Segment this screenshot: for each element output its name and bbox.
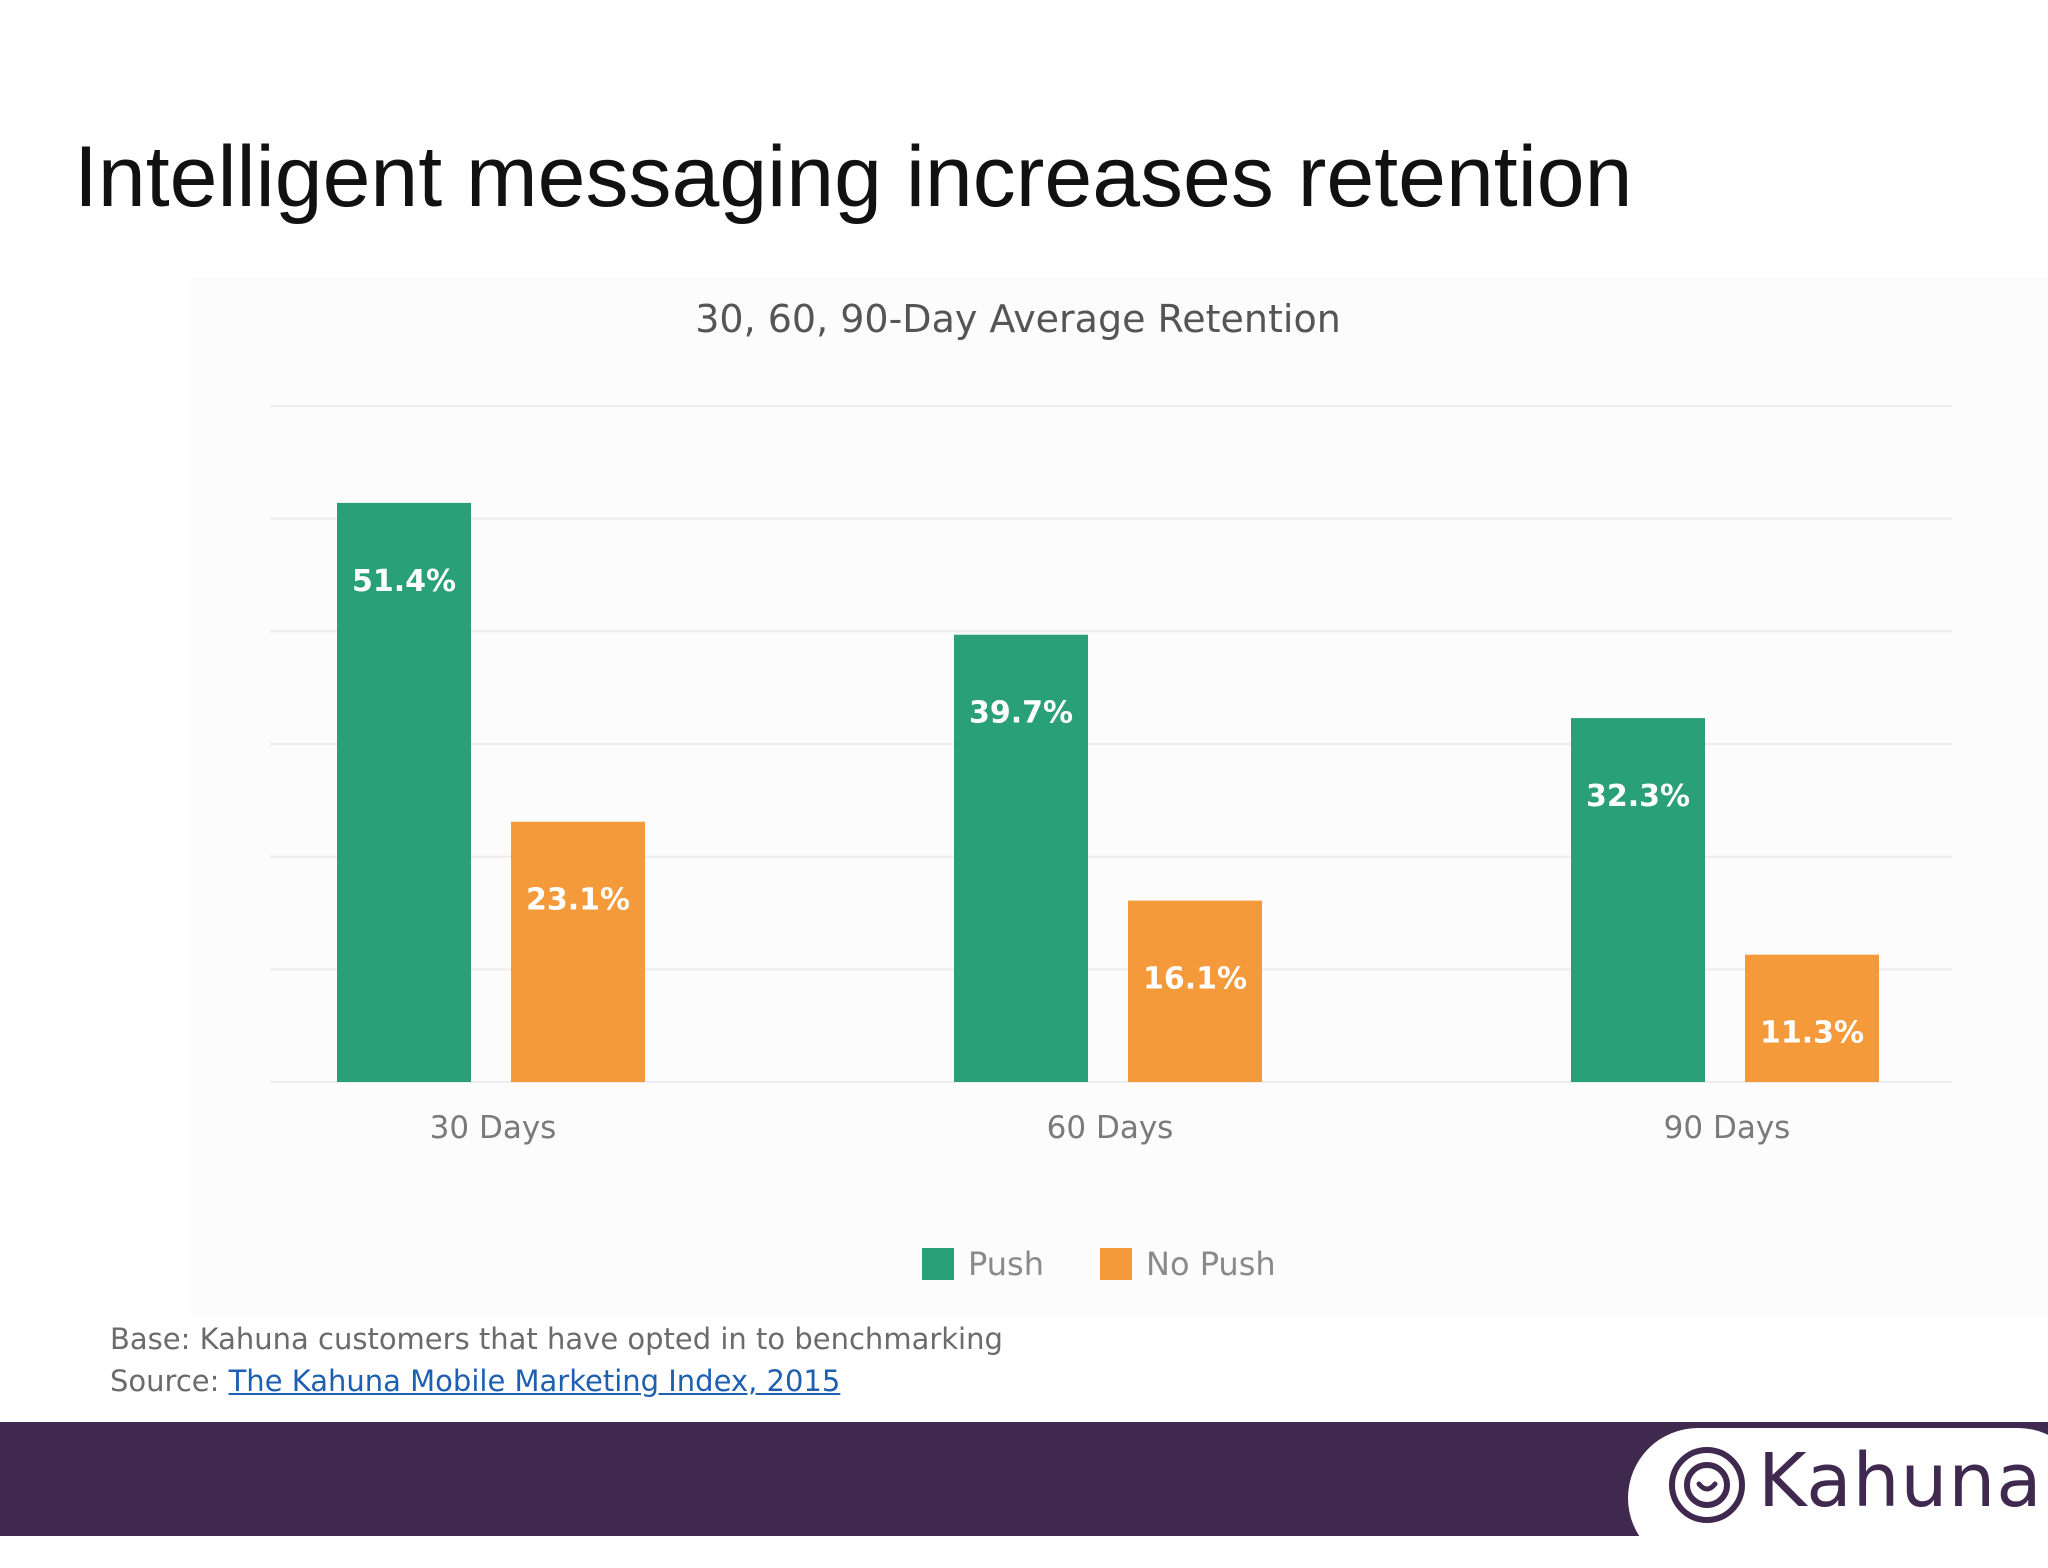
- bar-push: [1571, 718, 1705, 1082]
- bar-value-label: 16.1%: [1143, 962, 1247, 997]
- bar-value-label: 11.3%: [1760, 1016, 1864, 1051]
- x-category-label: 60 Days: [1047, 1110, 1174, 1146]
- x-category-label: 30 Days: [430, 1110, 557, 1146]
- x-category-label: 90 Days: [1664, 1110, 1791, 1146]
- legend-swatch: [922, 1248, 954, 1280]
- bar-value-label: 51.4%: [352, 564, 456, 599]
- legend-swatch: [1100, 1248, 1132, 1280]
- bar-no-push: [511, 821, 645, 1082]
- retention-bar-chart: 30, 60, 90-Day Average Retention 0.0%10.…: [270, 297, 1952, 1283]
- source-note: Source: The Kahuna Mobile Marketing Inde…: [110, 1360, 1003, 1402]
- legend-label: Push: [968, 1245, 1044, 1283]
- chart-notes: Base: Kahuna customers that have opted i…: [110, 1318, 1003, 1402]
- bar-push: [337, 502, 471, 1082]
- base-note: Base: Kahuna customers that have opted i…: [110, 1322, 1003, 1356]
- slide-title: Intelligent messaging increases retentio…: [74, 129, 1633, 225]
- kahuna-logo-icon: [1669, 1447, 1745, 1523]
- bar-push: [954, 634, 1088, 1082]
- bar-value-label: 23.1%: [526, 883, 630, 918]
- legend-label: No Push: [1146, 1245, 1276, 1283]
- bar-no-push: [1128, 900, 1262, 1082]
- bar-value-label: 32.3%: [1586, 779, 1690, 814]
- source-link[interactable]: The Kahuna Mobile Marketing Index, 2015: [228, 1364, 841, 1398]
- chart-title: 30, 60, 90-Day Average Retention: [695, 297, 1341, 341]
- bar-value-label: 39.7%: [969, 696, 1073, 731]
- source-prefix: Source:: [110, 1364, 229, 1398]
- chart-panel: 30, 60, 90-Day Average Retention 0.0%10.…: [190, 278, 2048, 1318]
- bar-no-push: [1745, 954, 1879, 1082]
- logo-wordmark: Kahuna: [1758, 1438, 2043, 1524]
